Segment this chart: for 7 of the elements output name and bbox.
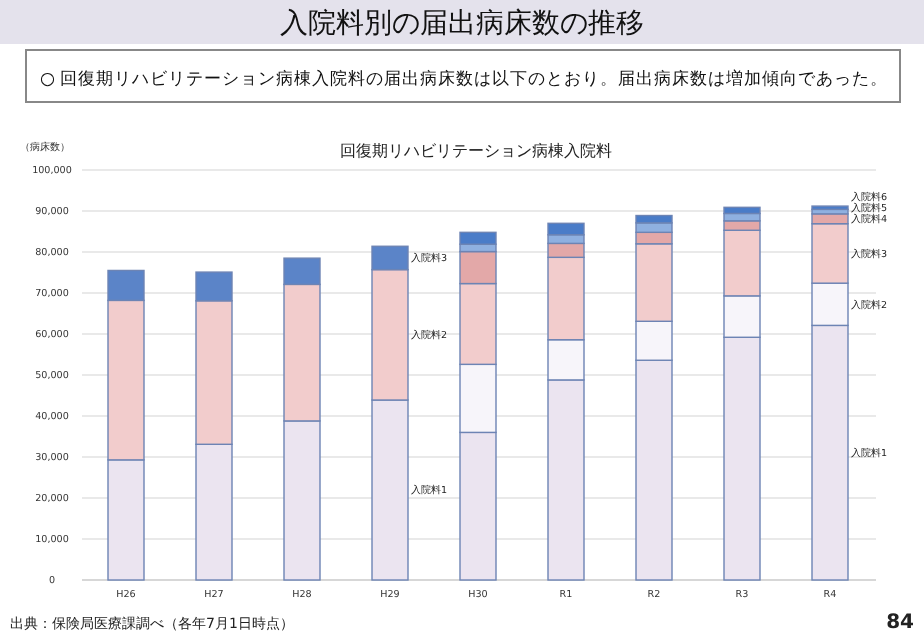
bar — [459, 231, 497, 245]
chart-title: 入院料別の届出病床数の推移 — [280, 8, 644, 40]
text: 84 — [886, 612, 915, 634]
text: 回復期リハビリテーション病棟入院料 — [340, 142, 612, 160]
chart-subtitle: ○ 回復期リハビリテーション病棟入院料の届出病床数は以下のとおり。届出病床数は増加傾向であった。 — [40, 68, 889, 90]
bar — [547, 222, 585, 236]
bar — [723, 206, 761, 215]
